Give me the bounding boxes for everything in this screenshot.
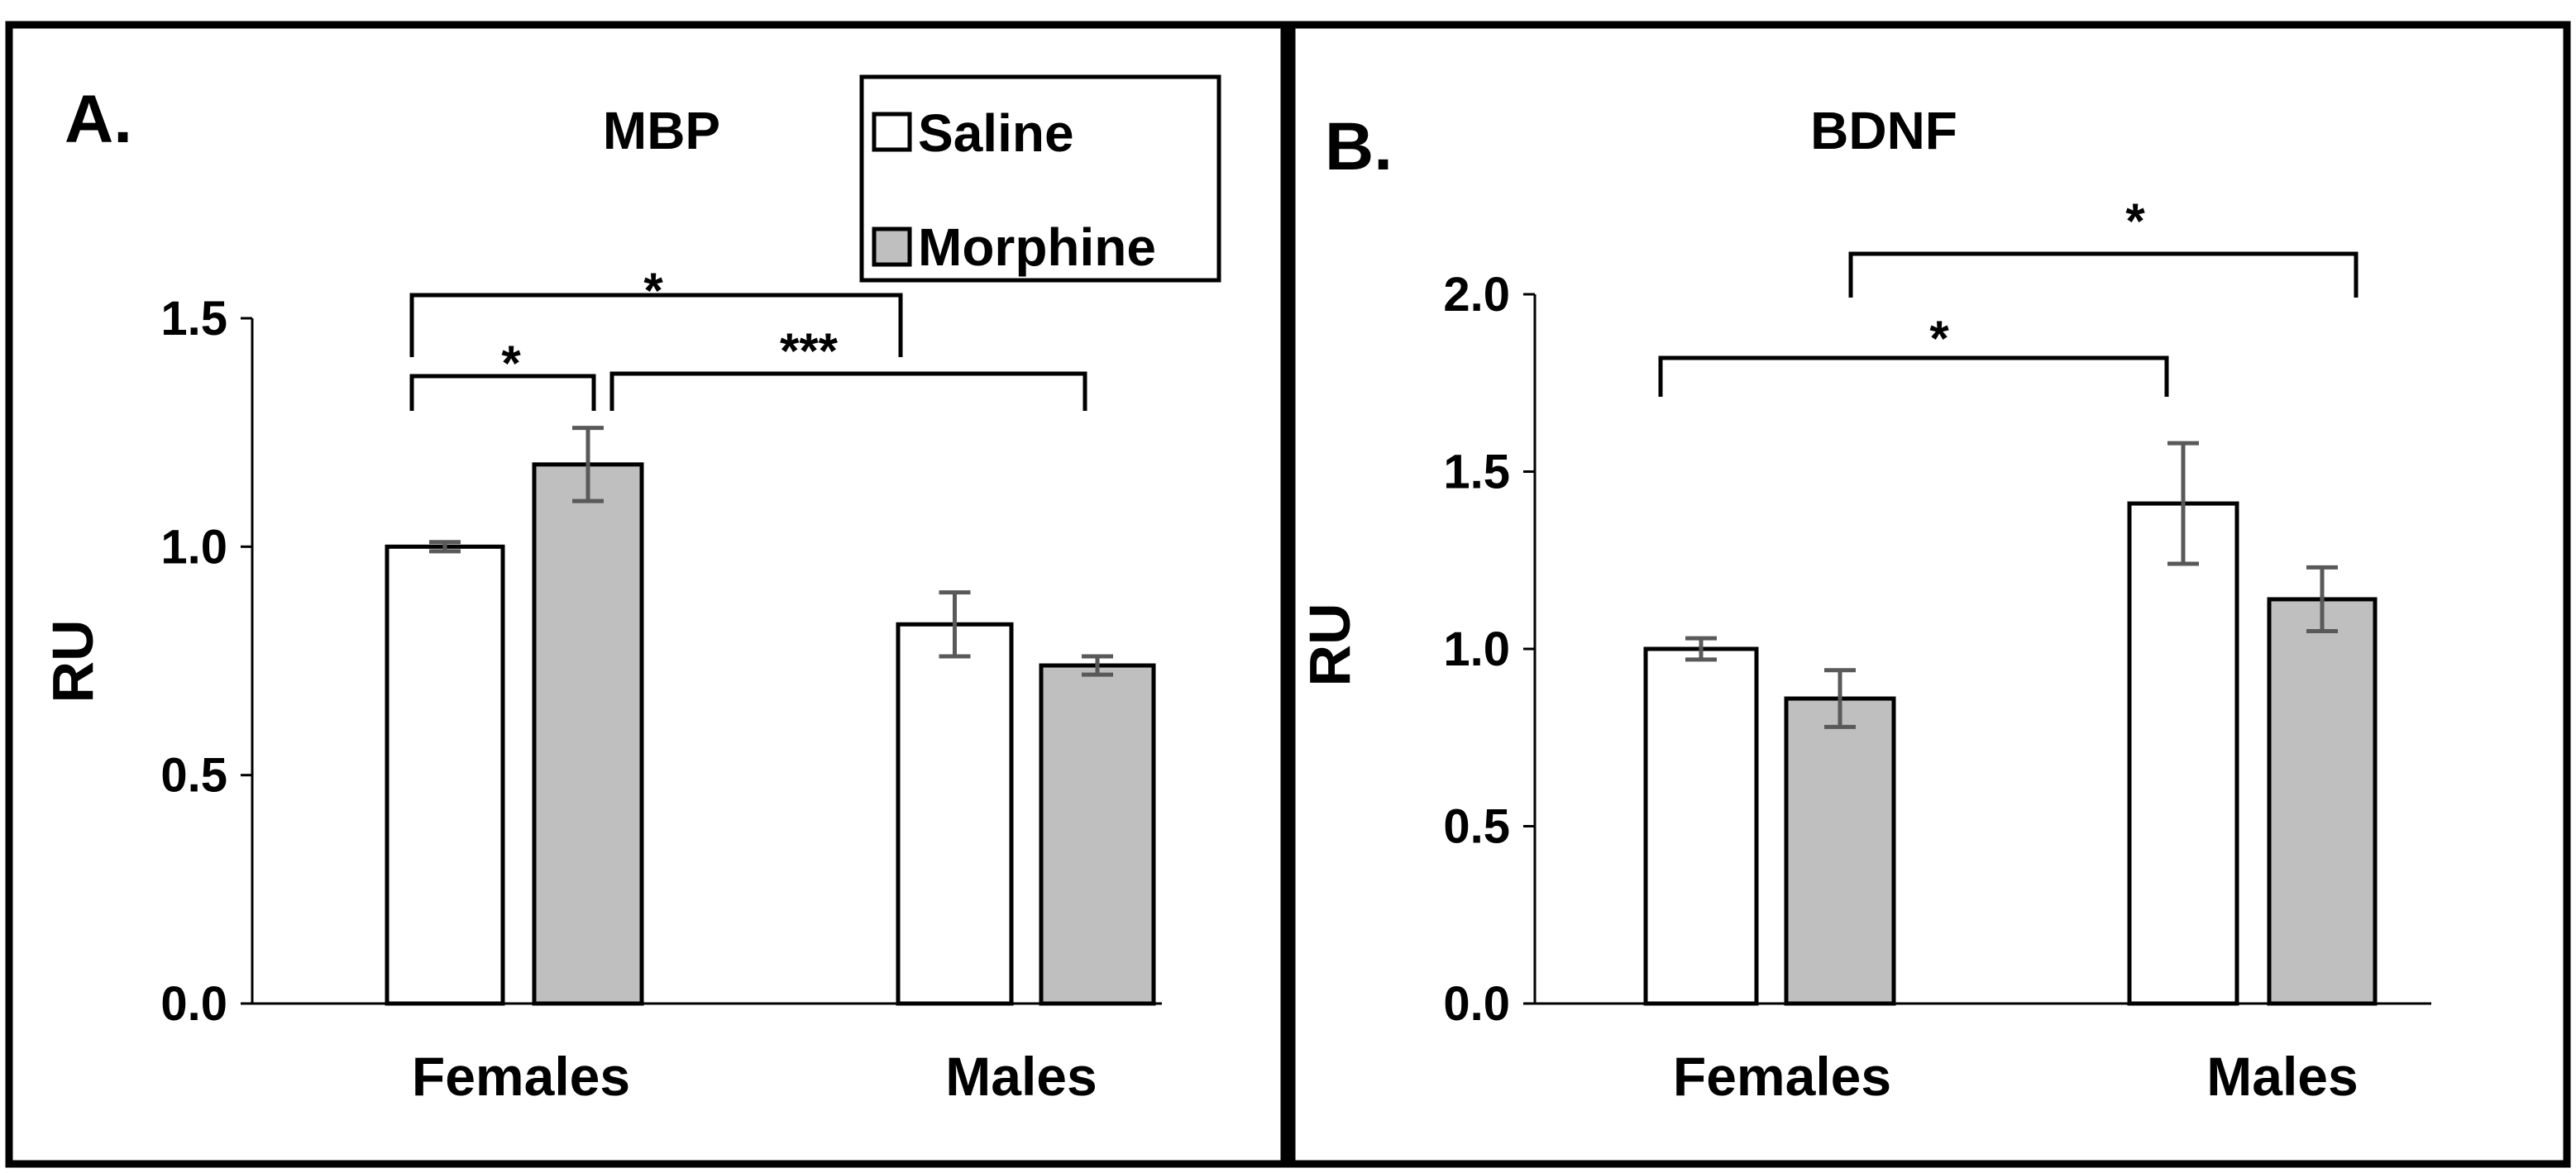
legend-box <box>859 74 1221 283</box>
panel-a: A. MBP Saline Morphine RU 0.0 0.5 1.0 1.5 F… <box>5 21 1288 1168</box>
panel-b-letter: B. <box>1325 109 1393 184</box>
y-tick-label: 1.0 <box>160 520 227 574</box>
bar-females-morphine <box>1784 696 1896 1006</box>
bar-males-saline <box>896 622 1014 1006</box>
legend-swatch-morphine <box>872 226 912 267</box>
bar-females-saline <box>385 544 505 1006</box>
panel-b-frame <box>1288 21 2571 1168</box>
y-tick-label: 2.0 <box>1443 268 1510 322</box>
bar-males-saline <box>2127 501 2239 1006</box>
y-axis-label: RU <box>41 619 105 703</box>
panel-a-letter: A. <box>65 82 132 157</box>
bracket-females-morphine-vs-males-morphine <box>609 371 1087 411</box>
sig-label-saline-pair: * <box>1929 311 1949 366</box>
bar-males-morphine <box>1039 663 1156 1006</box>
sig-label-female-saline-vs-male-saline: * <box>643 263 663 318</box>
x-tick-label-females-b: Females <box>1673 1046 1891 1107</box>
bracket-females-saline-vs-morphine <box>409 374 596 411</box>
y-tick-label: 1.5 <box>160 292 227 346</box>
panel-a-frame <box>5 21 1288 1168</box>
bracket-morphine-females-vs-males <box>1848 251 2359 298</box>
y-tick-label: 0.5 <box>160 749 227 803</box>
x-tick-label-males: Males <box>945 1046 1097 1107</box>
bar-females-saline <box>1643 646 1759 1006</box>
legend-label-saline: Saline <box>918 103 1074 163</box>
significance-brackets-b <box>1658 251 2359 397</box>
panel-a-title: MBP <box>603 101 720 160</box>
panel-b: B. BDNF RU 0.0 0.5 1.0 1.5 2.0 Females Males… <box>1288 21 2571 1168</box>
legend: Saline Morphine <box>859 74 1221 283</box>
y-tick-label: 0.0 <box>160 977 227 1031</box>
sig-label-females-pair: * <box>501 336 521 391</box>
y-tick-label: 0.0 <box>1443 977 1510 1031</box>
bracket-saline-females-vs-males <box>1658 355 2169 397</box>
significance-brackets <box>409 293 1087 411</box>
y-tick-label: 1.5 <box>1443 446 1510 499</box>
sig-label-female-morphine-vs-male-morphine: *** <box>780 323 839 379</box>
x-tick-label-females: Females <box>412 1046 630 1107</box>
legend-label-morphine: Morphine <box>918 217 1156 277</box>
y-tick-label: 1.0 <box>1443 622 1510 676</box>
panel-b-title: BDNF <box>1810 101 1957 160</box>
x-tick-label-males-b: Males <box>2206 1046 2358 1107</box>
bar-males-morphine <box>2267 597 2378 1006</box>
bar-females-morphine <box>532 462 644 1006</box>
bracket-females-saline-vs-males-saline <box>409 293 903 357</box>
y-tick-label: 0.5 <box>1443 800 1510 854</box>
sig-label-morphine-pair: * <box>2125 193 2145 249</box>
legend-swatch-saline <box>872 112 912 152</box>
y-axis-label-b: RU <box>1298 603 1362 686</box>
